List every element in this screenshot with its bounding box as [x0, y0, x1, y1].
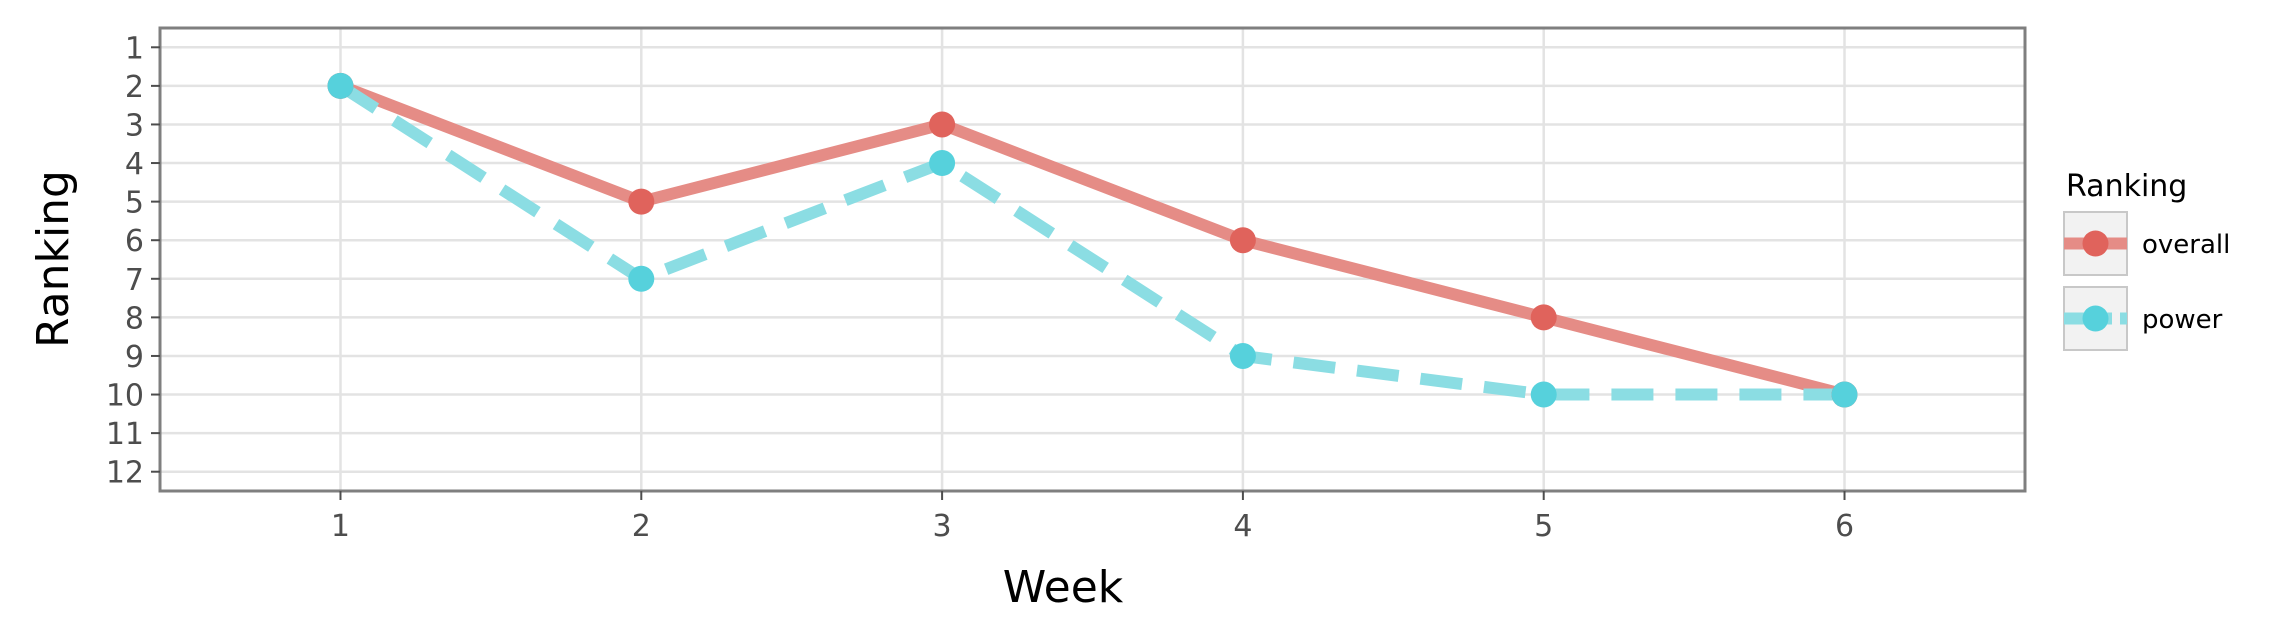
y-tick-label: 10	[106, 379, 144, 414]
power-data-point	[1831, 381, 1858, 408]
y-axis-title: Ranking	[28, 170, 79, 348]
overall-data-point	[1229, 227, 1256, 254]
x-axis: 1 2 3 4 5 6	[331, 491, 1854, 544]
y-tick-label: 1	[125, 31, 144, 66]
power-data-point	[1530, 381, 1557, 408]
series-layer	[327, 72, 1858, 408]
overall-data-point	[628, 188, 655, 215]
overall-data-point	[929, 111, 956, 138]
power-data-point	[929, 150, 956, 177]
grid-layer	[160, 28, 2025, 491]
x-tick-label: 6	[1835, 509, 1854, 544]
legend-items: overall power	[2063, 211, 2230, 351]
y-tick-label: 3	[125, 108, 144, 143]
power-data-point	[1229, 342, 1256, 369]
x-tick-label: 4	[1233, 509, 1252, 544]
y-tick-label: 6	[125, 224, 144, 259]
y-tick-label: 9	[125, 340, 144, 375]
y-tick-label: 8	[125, 301, 144, 336]
y-tick-label: 7	[125, 263, 144, 298]
legend: Ranking overall power	[2063, 169, 2230, 351]
y-tick-label: 12	[106, 456, 144, 491]
x-tick-label: 2	[632, 509, 651, 544]
overall-data-point	[1530, 304, 1557, 331]
y-tick-label: 2	[125, 70, 144, 105]
x-tick-label: 3	[933, 509, 952, 544]
x-tick-label: 1	[331, 509, 350, 544]
plot-panel-border	[158, 26, 2027, 493]
power-data-point	[327, 72, 354, 99]
y-tick-label: 4	[125, 147, 144, 182]
overall-series-line	[338, 80, 1847, 401]
legend-label-overall: overall	[2142, 230, 2230, 260]
legend-label-power: power	[2142, 305, 2223, 335]
power-data-point	[628, 265, 655, 292]
legend-point-overall	[2082, 230, 2109, 257]
legend-title: Ranking	[2066, 169, 2187, 204]
y-tick-label: 11	[106, 417, 144, 452]
x-axis-title: Week	[1003, 562, 1124, 613]
power-series-line	[337, 80, 1845, 401]
legend-point-power	[2082, 305, 2109, 332]
x-tick-label: 5	[1534, 509, 1553, 544]
y-tick-label: 5	[125, 186, 144, 221]
